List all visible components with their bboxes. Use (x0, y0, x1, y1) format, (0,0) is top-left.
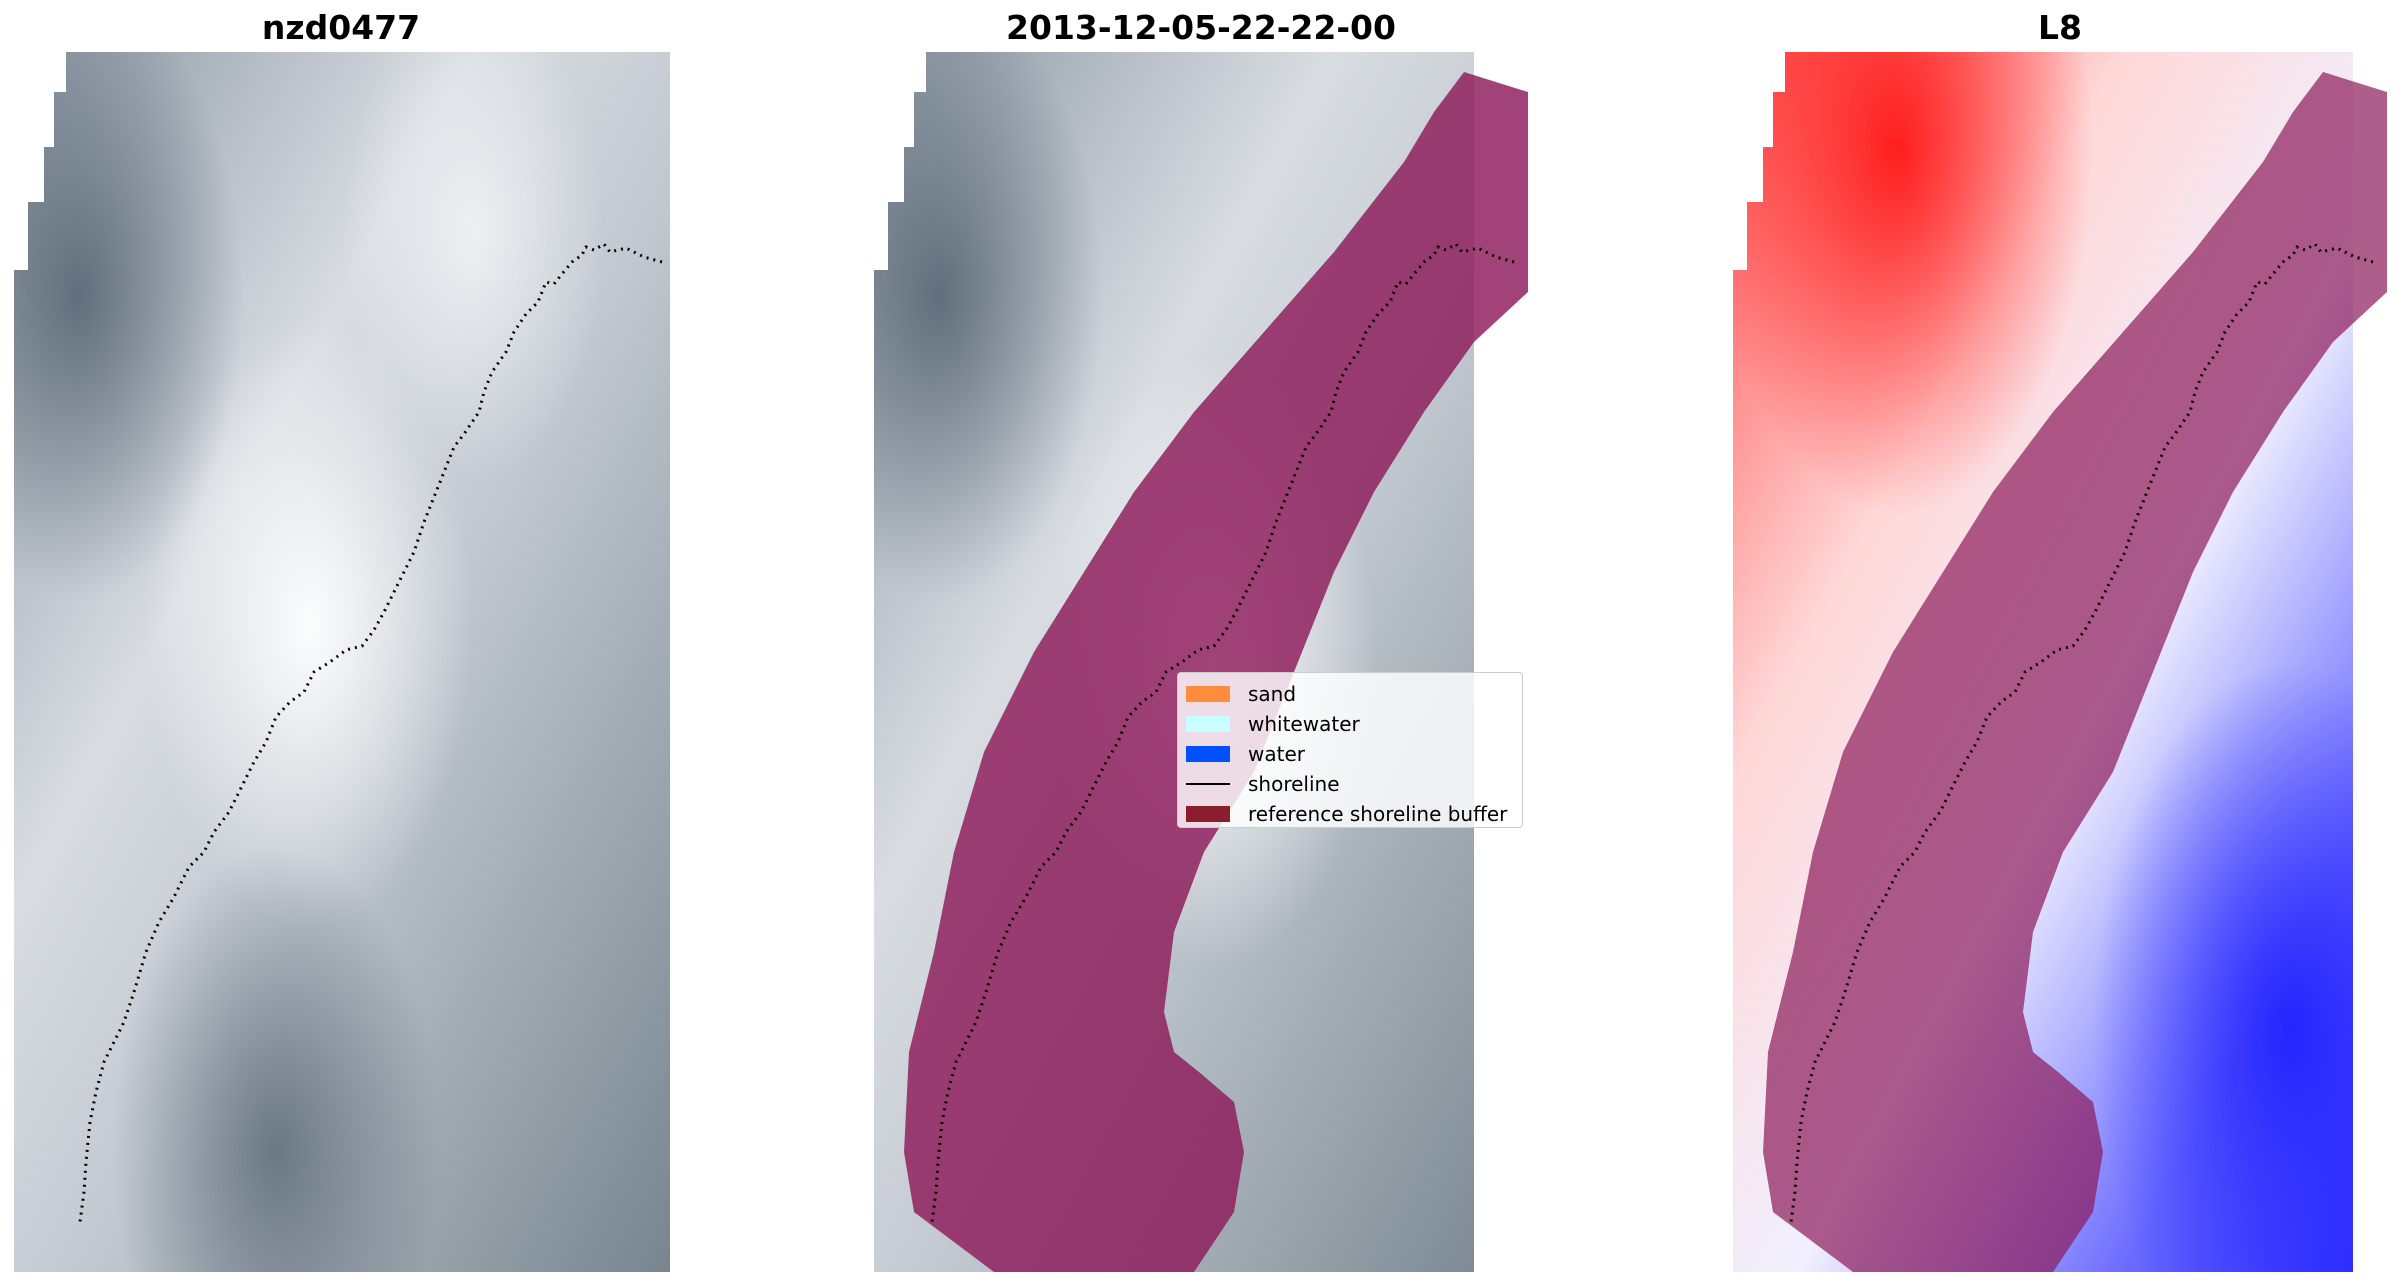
legend-item-reference-buffer: reference shoreline buffer (1186, 799, 1514, 829)
rgb-image-panel (14, 52, 670, 1272)
shoreline-swatch (1186, 783, 1230, 785)
sand-swatch (1186, 686, 1230, 702)
legend-item-water: water (1186, 739, 1514, 769)
whitewater-swatch (1186, 716, 1230, 732)
reference-shoreline-buffer (1763, 72, 2387, 1272)
legend: sand whitewater water shoreline referenc… (1177, 672, 1523, 828)
legend-item-whitewater: whitewater (1186, 709, 1514, 739)
classified-image (874, 52, 1528, 1272)
panel-title-satellite: L8 (2038, 8, 2082, 47)
legend-label: water (1248, 742, 1305, 766)
legend-label: sand (1248, 682, 1297, 706)
legend-label: reference shoreline buffer (1248, 802, 1508, 826)
classified-image-panel (874, 52, 1528, 1272)
panel-title-date: 2013-12-05-22-22-00 (1006, 8, 1396, 47)
water-swatch (1186, 746, 1230, 762)
legend-label: whitewater (1248, 712, 1360, 736)
panel-title-image-name: nzd0477 (261, 8, 421, 47)
rgb-image (14, 52, 670, 1272)
legend-label: shoreline (1248, 772, 1340, 796)
legend-item-sand: sand (1186, 679, 1514, 709)
reference-buffer-swatch (1186, 806, 1230, 822)
index-image (1733, 52, 2387, 1272)
index-image-panel (1733, 52, 2387, 1272)
legend-item-shoreline: shoreline (1186, 769, 1514, 799)
